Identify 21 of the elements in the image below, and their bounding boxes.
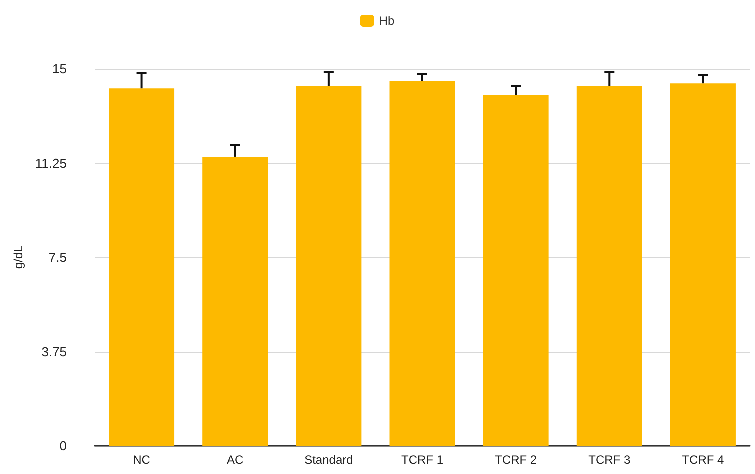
- x-tick-label: TCRF 3: [588, 453, 631, 467]
- y-tick-label: 11.25: [35, 156, 67, 171]
- legend-label: Hb: [379, 14, 395, 28]
- bar: [576, 86, 642, 446]
- bar: [670, 84, 736, 446]
- bar: [109, 88, 175, 446]
- bar: [296, 86, 362, 446]
- y-tick-label: 0: [60, 438, 67, 454]
- x-tick-label: TCRF 1: [402, 453, 444, 467]
- x-tick-label: TCRF 2: [495, 453, 538, 467]
- y-axis-title: g/dL: [12, 246, 26, 270]
- x-tick-label: TCRF 4: [682, 453, 725, 467]
- x-tick-label: AC: [227, 453, 244, 467]
- bar: [202, 156, 268, 446]
- y-tick-label: 3.75: [42, 344, 67, 360]
- y-tick-label: 7.5: [48, 250, 67, 265]
- x-tick-label: Standard: [304, 453, 354, 467]
- bar: [390, 81, 456, 446]
- y-tick-label: 15: [52, 62, 67, 76]
- bar: [483, 95, 549, 446]
- x-tick-label: NC: [133, 453, 151, 467]
